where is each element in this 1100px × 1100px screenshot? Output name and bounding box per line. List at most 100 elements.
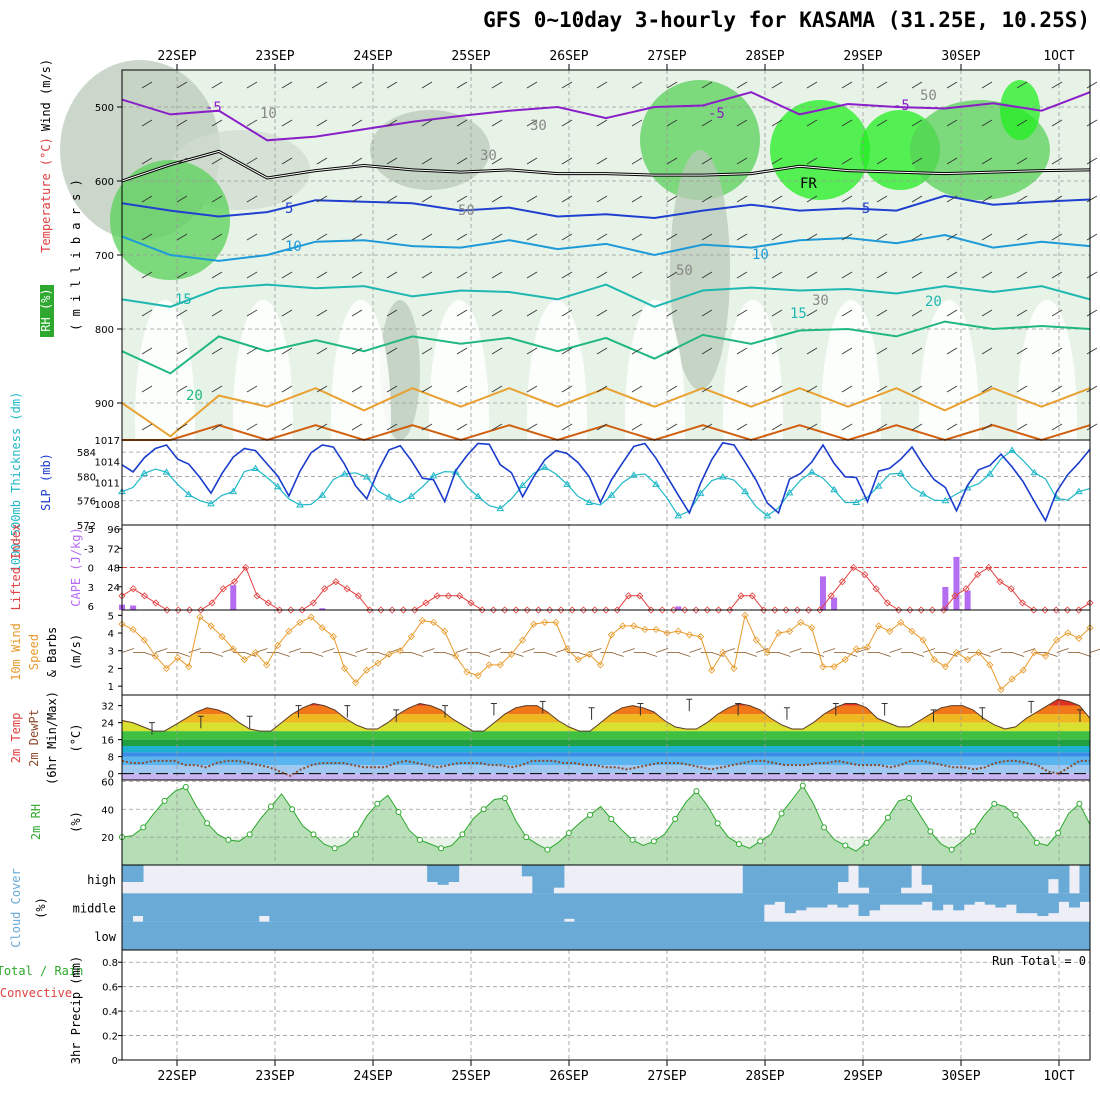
dry-hump <box>233 300 293 540</box>
wind-barb <box>1051 233 1063 241</box>
slp-tick-label: 1014 <box>95 457 120 468</box>
date-label-bottom: 24SEP <box>353 1069 392 1084</box>
cape-bar <box>675 606 682 610</box>
wind-barb <box>711 652 724 657</box>
rh-marker <box>459 831 466 838</box>
cloud-middle-bar <box>385 893 397 922</box>
rh-label-swatch <box>40 285 54 337</box>
wind-barb <box>596 195 608 203</box>
cloud-low-bar <box>742 921 754 950</box>
li-marker <box>1041 606 1049 614</box>
contour-label: 30 <box>812 293 829 309</box>
wind-barb <box>1016 385 1028 393</box>
dry-hump <box>723 300 783 540</box>
temp-band <box>122 756 1090 766</box>
thickness-marker <box>385 493 393 500</box>
temp-tick-label: 16 <box>101 736 114 747</box>
cloud-middle-bar <box>1068 893 1080 908</box>
precip-tick-label: 0.6 <box>102 983 118 994</box>
wind-barb <box>1086 309 1098 317</box>
li-marker <box>467 599 475 607</box>
wind-barb <box>771 423 783 431</box>
cloud-middle-bar <box>132 893 144 916</box>
date-label-top: 28SEP <box>745 49 784 64</box>
temp-band <box>122 739 1090 746</box>
li-marker <box>951 592 959 600</box>
wind-barb <box>316 157 328 165</box>
cloud-low-bar <box>648 921 660 950</box>
rh-marker <box>778 810 785 817</box>
cloud-middle-bar <box>953 893 965 911</box>
dry-hump <box>135 300 195 540</box>
cloud-low-bar <box>416 921 428 950</box>
cloud-middle-bar <box>479 893 491 922</box>
wind-marker <box>730 664 738 673</box>
cloud-low-bar <box>532 921 544 950</box>
wind-barb <box>911 271 923 279</box>
wind-barb <box>945 652 958 657</box>
wind-barb <box>386 119 398 127</box>
wind-barb <box>806 233 818 241</box>
cloud-middle-bar <box>342 893 354 922</box>
cloud-high-bar <box>437 865 449 885</box>
wind-barb <box>911 385 923 393</box>
thickness-tick-label: 584 <box>77 448 96 459</box>
wind-marker <box>819 663 827 671</box>
wind-barb <box>386 81 398 89</box>
wind-marker <box>841 656 849 664</box>
wind-marker <box>285 627 293 635</box>
wind-barb <box>477 652 491 657</box>
cloud-low-bar <box>869 921 881 950</box>
wind-barb <box>736 423 748 431</box>
wind-barb <box>316 423 328 431</box>
cloud-low-bar <box>963 921 975 950</box>
wind-marker <box>474 671 482 680</box>
wind-barb <box>771 119 783 127</box>
wind-barb <box>144 652 157 657</box>
run-total-label: Run Total = 0 <box>992 954 1086 968</box>
cloud-low-bar <box>848 921 860 950</box>
rh-marker <box>948 846 955 853</box>
cloud-middle-bar <box>279 893 291 922</box>
cloud-low-bar <box>890 921 902 950</box>
wind-marker <box>363 666 371 674</box>
thickness-tick-label: 572 <box>77 521 96 532</box>
wind-barb <box>806 81 818 89</box>
thickness-tick-label: 580 <box>77 472 96 483</box>
wind-barb <box>211 81 223 89</box>
wind-barb <box>701 423 713 431</box>
wind-barb <box>981 157 993 165</box>
thickness-marker <box>140 469 149 476</box>
wind-marker <box>1053 636 1061 644</box>
wind-barb <box>351 271 363 279</box>
cloud-middle-bar <box>595 893 607 922</box>
li-marker <box>917 606 925 614</box>
precip-tick-label: 0 <box>112 1056 118 1067</box>
wind-barb <box>322 648 335 653</box>
contour-label: 50 <box>920 88 937 104</box>
date-label-top: 29SEP <box>843 49 882 64</box>
thickness-marker <box>941 496 950 504</box>
cloud-low-bar <box>721 921 733 950</box>
li-marker <box>332 578 340 586</box>
cloud-middle-bar <box>416 893 428 922</box>
cloud-high-bar <box>1079 865 1091 894</box>
chart-title: GFS 0~10day 3-hourly for KASAMA (31.25E,… <box>483 8 1090 32</box>
li-marker <box>185 606 194 614</box>
rh-marker <box>863 839 870 846</box>
cloud-high-bar <box>1026 865 1038 894</box>
li-marker <box>557 606 565 614</box>
rh-marker <box>1055 829 1062 836</box>
wind-barb <box>631 271 643 279</box>
cloud-middle-bar <box>574 893 586 922</box>
cloud-high-bar <box>795 865 807 894</box>
wind-barb <box>1086 423 1098 431</box>
upper-ylabel-millibars: ( m i l l i b a r s ) <box>69 179 83 331</box>
wind-marker <box>541 618 549 626</box>
wind-barb <box>981 271 993 279</box>
cloud-middle-bar <box>763 893 775 905</box>
li-tick-label: -3 <box>84 544 94 555</box>
cloud-middle-bar <box>395 893 407 922</box>
cloud-low-bar <box>206 921 218 950</box>
li-marker <box>1075 606 1083 614</box>
